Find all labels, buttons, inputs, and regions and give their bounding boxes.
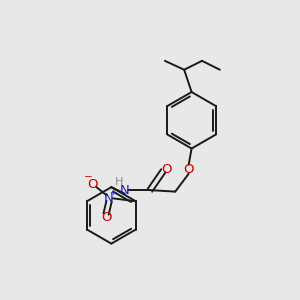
Text: +: + [110, 188, 117, 197]
Text: O: O [162, 163, 172, 176]
Text: O: O [88, 178, 98, 190]
Text: −: − [84, 172, 93, 182]
Text: O: O [101, 211, 111, 224]
Text: H: H [115, 177, 123, 187]
Text: N: N [120, 184, 130, 196]
Text: N: N [104, 192, 114, 205]
Text: O: O [183, 163, 194, 176]
